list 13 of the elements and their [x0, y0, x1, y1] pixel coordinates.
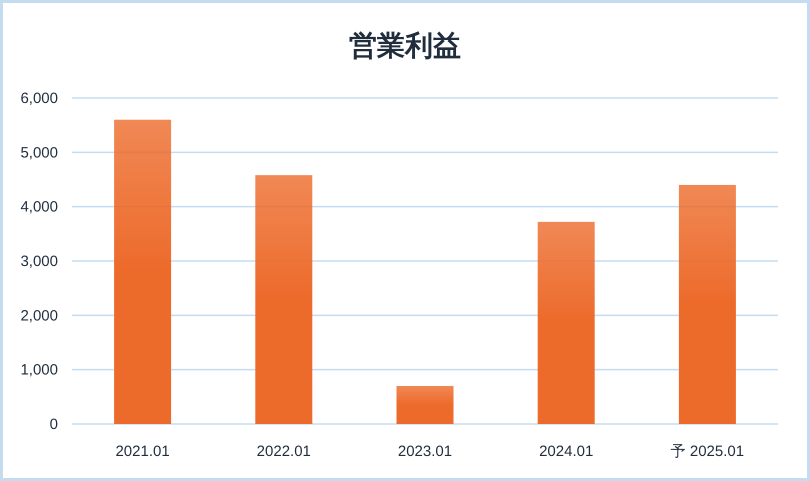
chart-title: 営業利益 [349, 30, 461, 61]
y-tick-label: 2,000 [20, 307, 58, 324]
x-tick-label: 2024.01 [539, 443, 594, 460]
y-tick-label: 6,000 [20, 90, 58, 107]
x-tick-label: 予 2025.01 [670, 443, 744, 460]
y-tick-label: 3,000 [20, 253, 58, 270]
y-tick-label: 5,000 [20, 144, 58, 162]
y-tick-label: 4,000 [20, 198, 58, 216]
x-tick-label: 2023.01 [398, 443, 452, 460]
y-tick-label: 1,000 [20, 362, 58, 379]
y-tick-label: 0 [50, 416, 58, 433]
x-tick-label: 2022.01 [256, 443, 311, 460]
x-tick-label: 2021.01 [115, 443, 170, 460]
